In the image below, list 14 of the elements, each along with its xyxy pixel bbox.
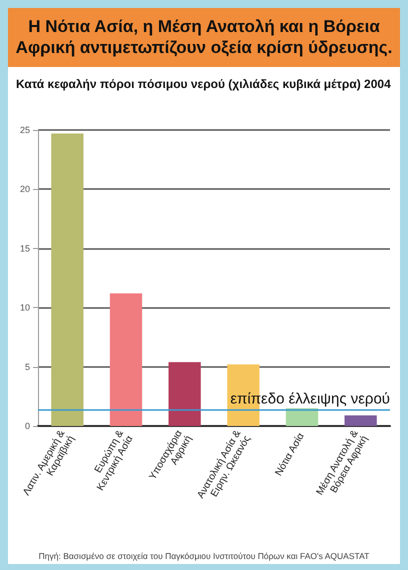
y-tick-label: 5 [24,362,30,372]
chart-subtitle: Κατά κεφαλήν πόροι πόσιμου νερού (χιλιάδες κυβικά μέτρα) 2004 [15,76,392,90]
y-tick-label: 10 [20,302,30,313]
bar [286,408,318,426]
text: Πηγή: Βασισμένο σε στοιχεία του Παγκόσμιου Ινστιτούτου Πόρων και FAO's AQUASTAT [38,551,370,561]
bar [168,362,201,426]
bar [110,293,142,426]
bar [344,415,377,426]
y-tick-label: 0 [24,421,30,431]
chart-title: Η Νότια Ασία, η Μέση Ανατολή και η Βόρεια Αφρική αντιμετωπίζουν οξεία κρίση ύδρευσης. [8,8,400,66]
y-tick-label: 20 [20,184,30,194]
y-tick-label: 15 [20,243,30,254]
y-tick-label: 25 [20,125,30,135]
bar [51,134,84,426]
